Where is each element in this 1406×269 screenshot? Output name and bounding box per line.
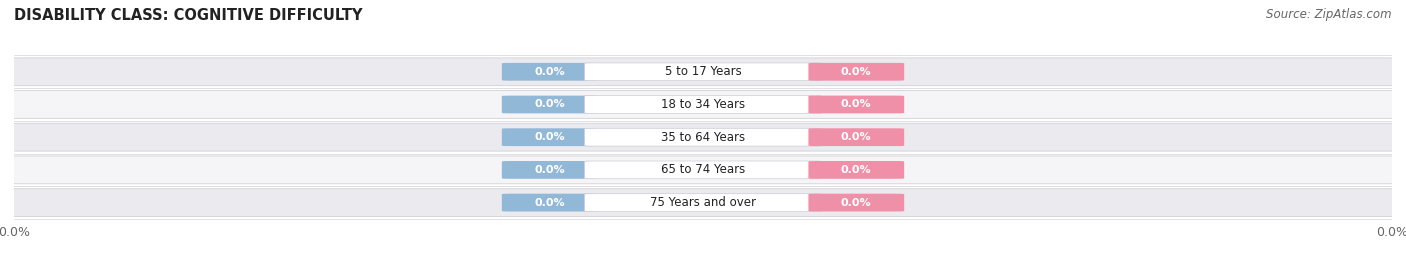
Text: 0.0%: 0.0% (841, 132, 872, 142)
FancyBboxPatch shape (4, 91, 1402, 118)
Text: 18 to 34 Years: 18 to 34 Years (661, 98, 745, 111)
FancyBboxPatch shape (808, 194, 904, 211)
FancyBboxPatch shape (4, 156, 1402, 184)
Text: 0.0%: 0.0% (841, 165, 872, 175)
FancyBboxPatch shape (808, 161, 904, 179)
FancyBboxPatch shape (585, 194, 821, 211)
FancyBboxPatch shape (585, 95, 821, 113)
FancyBboxPatch shape (502, 194, 598, 211)
Text: 0.0%: 0.0% (841, 198, 872, 208)
Text: 35 to 64 Years: 35 to 64 Years (661, 131, 745, 144)
Text: DISABILITY CLASS: COGNITIVE DIFFICULTY: DISABILITY CLASS: COGNITIVE DIFFICULTY (14, 8, 363, 23)
FancyBboxPatch shape (4, 189, 1402, 217)
Text: 65 to 74 Years: 65 to 74 Years (661, 163, 745, 176)
Text: 0.0%: 0.0% (534, 165, 565, 175)
Text: 0.0%: 0.0% (534, 67, 565, 77)
FancyBboxPatch shape (4, 123, 1402, 151)
Text: 5 to 17 Years: 5 to 17 Years (665, 65, 741, 78)
Text: 0.0%: 0.0% (534, 132, 565, 142)
FancyBboxPatch shape (502, 161, 598, 179)
FancyBboxPatch shape (808, 95, 904, 113)
FancyBboxPatch shape (585, 161, 821, 179)
FancyBboxPatch shape (4, 58, 1402, 86)
FancyBboxPatch shape (585, 63, 821, 81)
Text: 0.0%: 0.0% (534, 100, 565, 109)
Text: 0.0%: 0.0% (841, 67, 872, 77)
FancyBboxPatch shape (585, 128, 821, 146)
FancyBboxPatch shape (502, 63, 598, 81)
FancyBboxPatch shape (502, 128, 598, 146)
Text: 0.0%: 0.0% (841, 100, 872, 109)
FancyBboxPatch shape (808, 128, 904, 146)
FancyBboxPatch shape (808, 63, 904, 81)
Text: Source: ZipAtlas.com: Source: ZipAtlas.com (1267, 8, 1392, 21)
Text: 75 Years and over: 75 Years and over (650, 196, 756, 209)
FancyBboxPatch shape (502, 95, 598, 113)
Text: 0.0%: 0.0% (534, 198, 565, 208)
